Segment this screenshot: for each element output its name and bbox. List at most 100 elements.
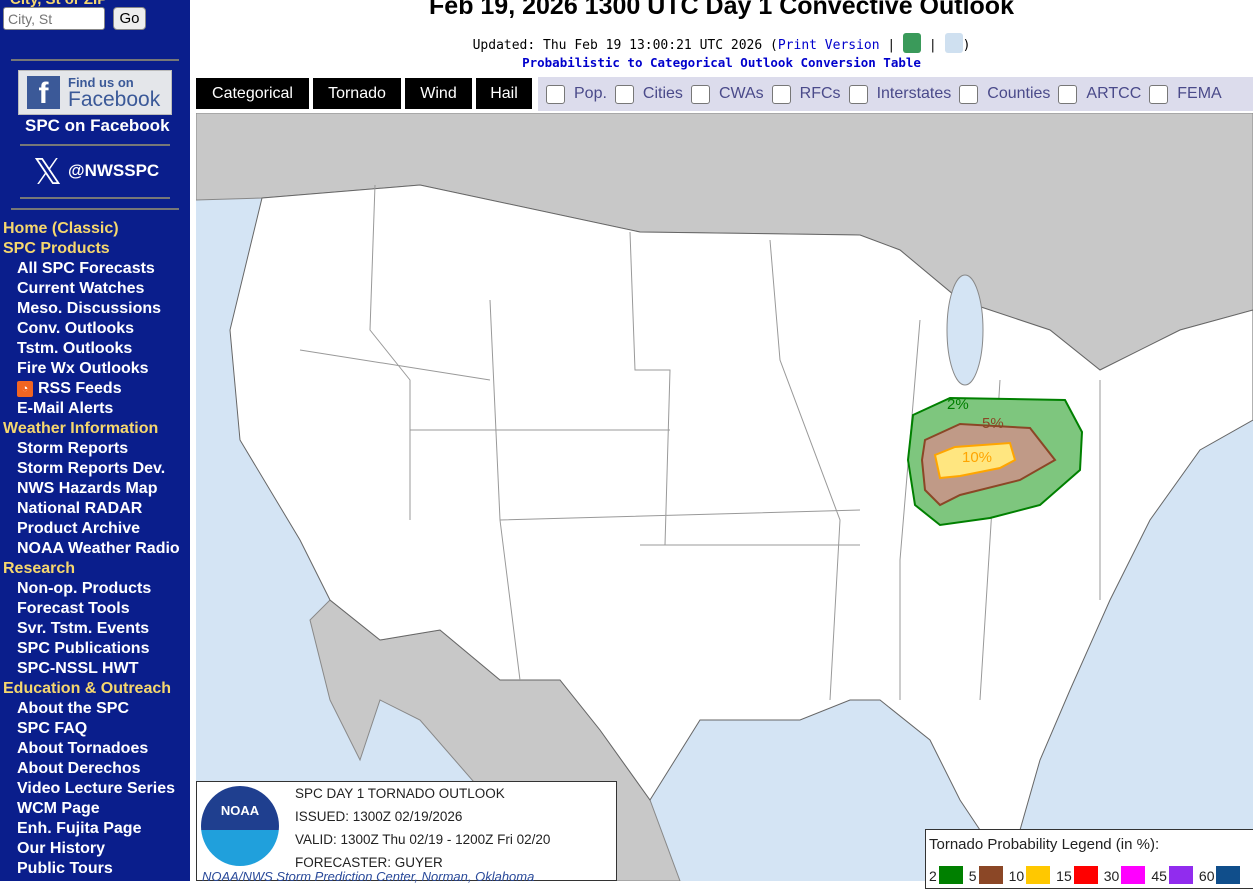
sidebar-item[interactable]: E-Mail Alerts — [3, 399, 190, 419]
sidebar-item[interactable]: All SPC Forecasts — [3, 259, 190, 279]
legend-swatch — [1073, 866, 1098, 884]
city-search-input[interactable] — [3, 7, 105, 30]
checkbox[interactable] — [1058, 84, 1078, 104]
legend-label: 5 — [968, 868, 977, 884]
sidebar-item[interactable]: About the SPC — [3, 699, 190, 719]
sidebar-item-label: All SPC Forecasts — [17, 260, 155, 277]
checkbox[interactable] — [848, 84, 868, 104]
sidebar: City, St or ZIP Go f Find us onFacebook … — [0, 0, 190, 881]
search-label: City, St or ZIP — [10, 0, 107, 8]
x-handle-link[interactable]: @NWSSPC — [68, 161, 160, 180]
checkbox[interactable] — [690, 84, 710, 104]
sidebar-section-header[interactable]: Home (Classic) — [3, 219, 190, 239]
sidebar-item[interactable]: SPC Publications — [3, 639, 190, 659]
sidebar-item[interactable]: Fire Wx Outlooks — [3, 359, 190, 379]
outlook-map[interactable]: 2% 5% 10% — [196, 113, 1253, 881]
sidebar-item[interactable]: Conv. Outlooks — [3, 319, 190, 339]
sidebar-item[interactable]: About Derechos — [3, 759, 190, 779]
sidebar-item-label: SPC-NSSL HWT — [17, 660, 139, 677]
sidebar-item[interactable]: Tstm. Outlooks — [3, 339, 190, 359]
sidebar-item[interactable]: Storm Reports Dev. — [3, 459, 190, 479]
sidebar-item-label: SPC Publications — [17, 640, 150, 657]
sidebar-item[interactable]: Product Archive — [3, 519, 190, 539]
facebook-line1: Find us on — [68, 74, 134, 90]
sidebar-item-label: Forecast Tools — [17, 600, 130, 617]
layer-label: Cities — [642, 85, 683, 102]
risk-10-percent — [933, 441, 1017, 480]
sidebar-item[interactable]: SPC-NSSL HWT — [3, 659, 190, 679]
rss-icon: ◔ — [17, 381, 33, 397]
sidebar-item[interactable]: SPC FAQ — [3, 719, 190, 739]
sidebar-item-label: Storm Reports — [17, 440, 129, 457]
sidebar-item[interactable]: Svr. Tstm. Events — [3, 619, 190, 639]
checkbox[interactable] — [771, 84, 791, 104]
layer-toggle[interactable]: CWAs — [690, 84, 764, 104]
checkbox[interactable] — [614, 84, 634, 104]
state-borders — [299, 184, 1101, 701]
info-title: SPC DAY 1 TORNADO OUTLOOK — [295, 786, 505, 801]
go-button[interactable]: Go — [113, 7, 146, 30]
sidebar-item[interactable]: Storm Reports — [3, 439, 190, 459]
sidebar-item-label: Home (Classic) — [3, 220, 119, 237]
sidebar-item-label: Enh. Fujita Page — [17, 820, 142, 837]
layer-toggle[interactable]: Cities — [614, 84, 683, 104]
checkbox[interactable] — [959, 84, 979, 104]
sidebar-section-header[interactable]: Weather Information — [3, 419, 190, 439]
sidebar-item[interactable]: Meso. Discussions — [3, 299, 190, 319]
sidebar-item[interactable]: Our History — [3, 839, 190, 859]
sidebar-section-header[interactable]: Research — [3, 559, 190, 579]
lake-michigan — [946, 274, 984, 386]
legend-item: 45 — [1151, 866, 1193, 884]
shapefile-icon[interactable] — [944, 33, 963, 53]
page-title: Feb 19, 2026 1300 UTC Day 1 Convective O… — [429, 0, 1014, 20]
sidebar-item[interactable]: About Tornadoes — [3, 739, 190, 759]
sidebar-item[interactable]: WCM Page — [3, 799, 190, 819]
sidebar-item[interactable]: Non-op. Products — [3, 579, 190, 599]
facebook-icon: f — [27, 76, 60, 110]
sidebar-item[interactable]: Public Tours — [3, 859, 190, 879]
layer-toggle[interactable]: RFCs — [771, 84, 841, 104]
legend-swatch — [1121, 866, 1146, 884]
sidebar-item[interactable]: Enh. Fujita Page — [3, 819, 190, 839]
layer-toggle[interactable]: FEMA — [1149, 84, 1222, 104]
sidebar-item[interactable]: Video Lecture Series — [3, 779, 190, 799]
checkbox[interactable] — [1149, 84, 1169, 104]
facebook-link[interactable]: SPC on Facebook — [25, 116, 170, 135]
sidebar-item[interactable]: Current Watches — [3, 279, 190, 299]
sidebar-item[interactable]: Forecast Tools — [3, 599, 190, 619]
sidebar-item-label: Research — [3, 560, 76, 577]
updated-text: Updated: Thu Feb 19 13:00:21 UTC 2026 ( — [472, 38, 778, 53]
sidebar-item[interactable]: NWS Hazards Map — [3, 479, 190, 499]
sidebar-item-label: About the SPC — [17, 700, 129, 717]
sidebar-item[interactable]: ◔ RSS Feeds — [3, 379, 190, 399]
legend-swatch — [938, 866, 963, 884]
sidebar-section-header[interactable]: Education & Outreach — [3, 679, 190, 699]
tab-hail[interactable]: Hail — [476, 78, 532, 109]
conversion-table-link[interactable]: Probabilistic to Categorical Outlook Con… — [522, 55, 921, 70]
legend-swatch — [1026, 866, 1051, 884]
map-svg: 2% 5% 10% — [196, 113, 1253, 881]
tab-tornado[interactable]: Tornado — [313, 78, 401, 109]
sidebar-section-header[interactable]: SPC Products — [3, 239, 190, 259]
sidebar-item-label: NOAA Weather Radio — [17, 540, 180, 557]
layer-toggle[interactable]: Interstates — [848, 84, 951, 104]
sidebar-item-label: Fire Wx Outlooks — [17, 360, 149, 377]
kml-icon[interactable] — [903, 33, 922, 53]
tab-wind[interactable]: Wind — [405, 78, 472, 109]
layer-toggle[interactable]: Pop. — [546, 84, 607, 104]
sidebar-item[interactable]: NOAA Weather Radio — [3, 539, 190, 559]
sidebar-item-label: Svr. Tstm. Events — [17, 620, 150, 637]
tab-categorical[interactable]: Categorical — [196, 78, 309, 109]
layer-toggle[interactable]: ARTCC — [1058, 84, 1141, 104]
layer-label: Counties — [987, 85, 1051, 102]
legend-label: 60 — [1198, 868, 1215, 884]
print-version-link[interactable]: Print Version — [777, 38, 880, 53]
sidebar-nav: Home (Classic) SPC Products All SPC Foreca… — [3, 219, 190, 879]
checkbox[interactable] — [546, 84, 565, 104]
sidebar-item-label: About Tornadoes — [17, 740, 149, 757]
sidebar-item[interactable]: National RADAR — [3, 499, 190, 519]
label-5-percent: 5% — [982, 415, 1004, 432]
facebook-badge[interactable]: f Find us on Facebook — [18, 70, 172, 115]
x-logo-icon[interactable]: 𝕏 — [33, 152, 63, 193]
layer-toggle[interactable]: Counties — [959, 84, 1051, 104]
